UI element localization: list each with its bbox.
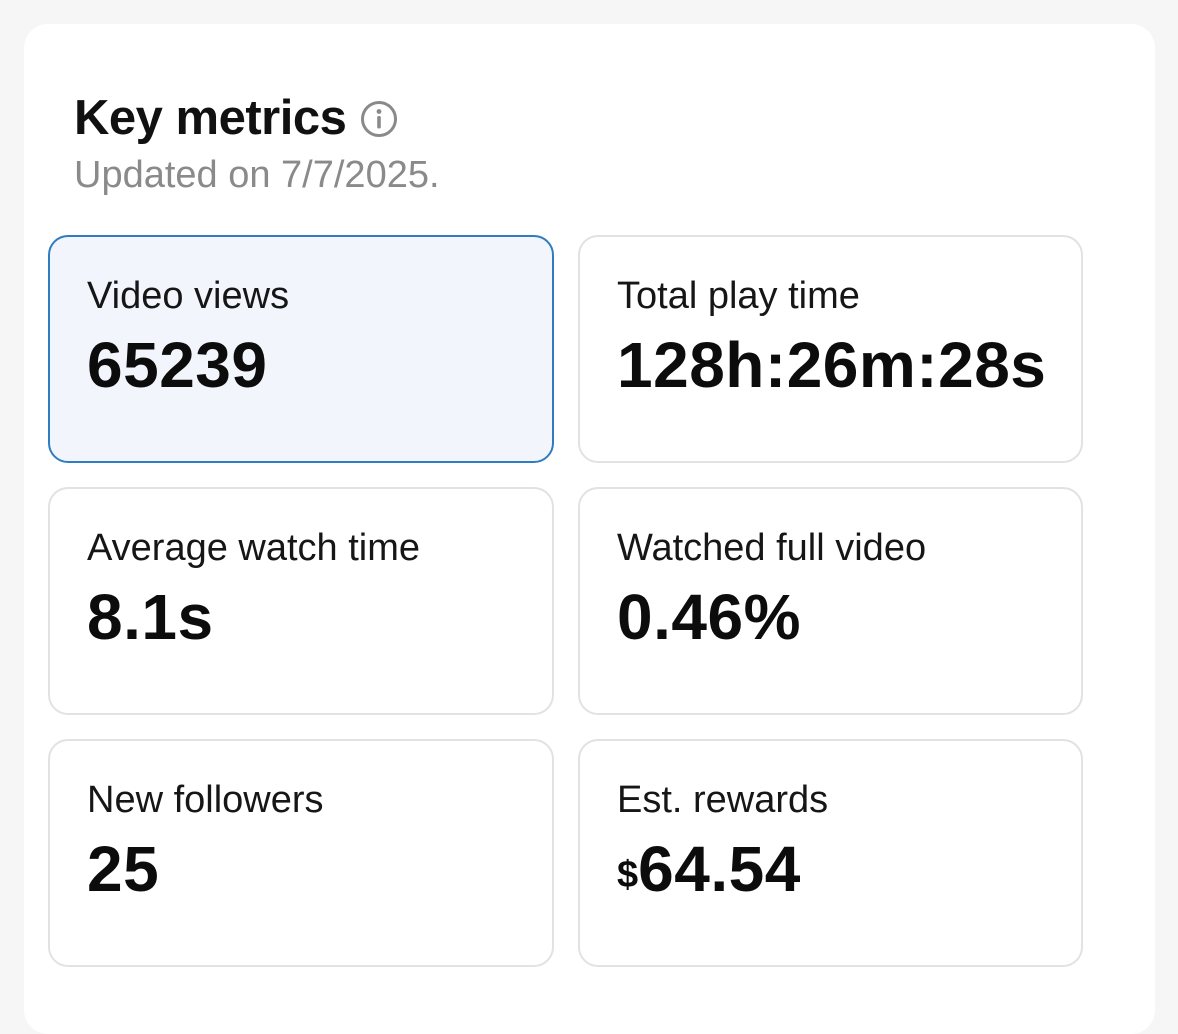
key-metrics-header: Key metrics Updated on 7/7/2025. [74, 88, 440, 198]
updated-date-text: Updated on 7/7/2025. [74, 154, 440, 196]
metric-card-watched-full-video[interactable]: Watched full video 0.46% [578, 487, 1083, 715]
metric-card-average-watch-time[interactable]: Average watch time 8.1s [48, 487, 554, 715]
metric-value: 8.1s [87, 581, 214, 653]
page-title: Key metrics [74, 91, 347, 145]
currency-symbol: $ [617, 854, 639, 896]
metric-value-rewards: $64.54 [617, 831, 1045, 913]
metrics-grid: Video views 65239 Total play time 128h:2… [48, 235, 1083, 967]
metric-label: New followers [87, 779, 324, 821]
metric-label: Total play time [617, 275, 860, 317]
metric-value: 64.54 [638, 833, 801, 905]
metric-value: 65239 [87, 329, 268, 401]
metric-card-video-views[interactable]: Video views 65239 [48, 235, 554, 463]
metric-label: Watched full video [617, 527, 927, 569]
metric-label: Video views [87, 275, 290, 317]
metric-card-total-play-time[interactable]: Total play time 128h:26m:28s [578, 235, 1083, 463]
metric-value: 25 [87, 833, 160, 905]
metric-value: 128h:26m:28s [617, 329, 1047, 401]
metric-card-new-followers[interactable]: New followers 25 [48, 739, 554, 967]
metric-label: Average watch time [87, 527, 421, 569]
metric-label: Est. rewards [617, 779, 829, 821]
metric-card-est-rewards[interactable]: Est. rewards $64.54 [578, 739, 1083, 967]
title-row: Key metrics [74, 88, 440, 148]
info-circle-icon[interactable] [360, 100, 398, 138]
metric-value: 0.46% [617, 581, 801, 653]
